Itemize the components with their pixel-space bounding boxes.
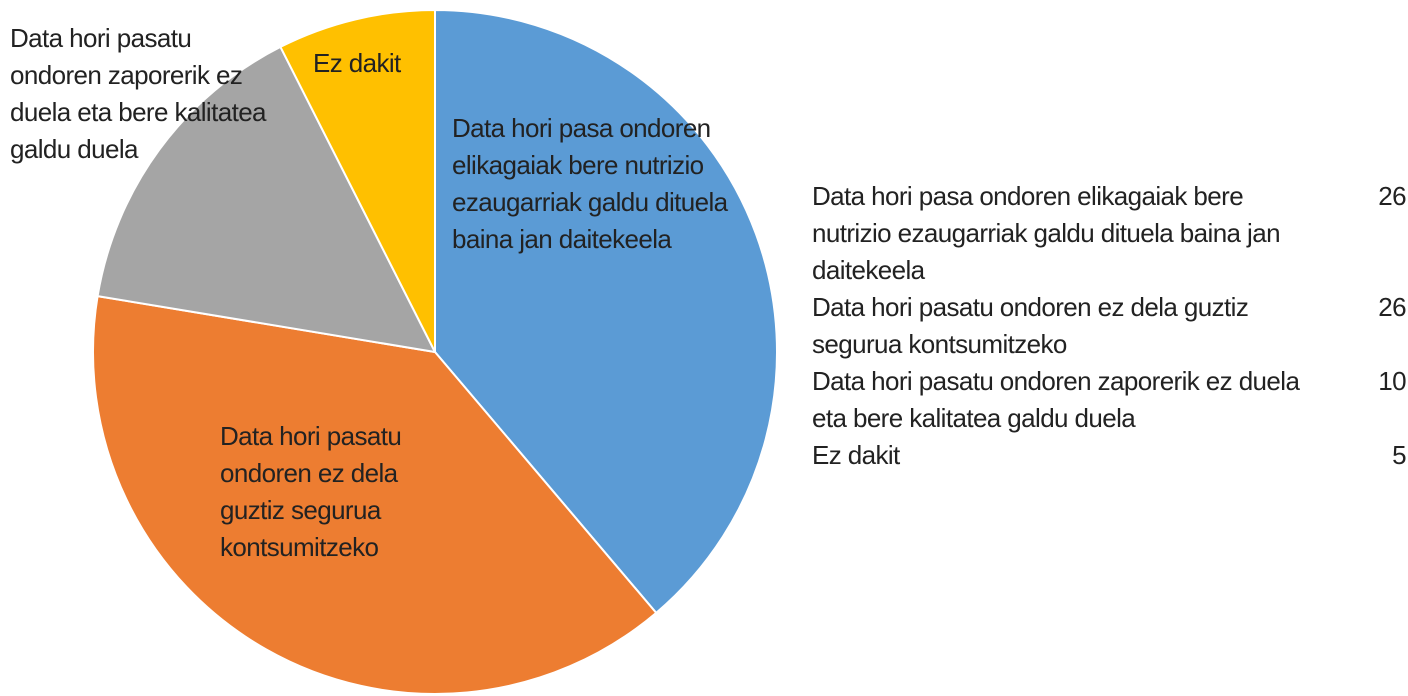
slice-label: Data hori pasatu ondoren zaporerik ez du… [10,23,267,164]
legend-value: 5 [1392,440,1406,470]
legend-value: 10 [1378,366,1406,396]
pie-slice [434,8,778,615]
legend-text: Data hori pasa ondoren elikagaiak bere n… [812,181,1281,285]
pie-slice [96,45,437,354]
legend-text: Data hori pasatu ondoren zaporerik ez du… [812,366,1300,433]
legend-row: Data hori pasatu ondoren zaporerik ez du… [812,363,1407,437]
slice-label: Data hori pasatu ondoren ez dela guztiz … [220,421,402,562]
slice-label: Data hori pasa ondoren elikagaiak bere n… [452,113,728,254]
legend-text: Data hori pasatu ondoren ez dela guztiz … [812,292,1249,359]
legend-text: Ez dakit [812,440,900,470]
pie-slice [92,294,658,695]
legend-row: Ez dakit 5 [812,437,1407,474]
legend-value: 26 [1378,292,1406,322]
pie-slice [279,8,436,353]
legend-table: Data hori pasa ondoren elikagaiak bere n… [812,178,1407,474]
slice-label: Ez dakit [313,48,401,78]
legend-value: 26 [1378,181,1406,211]
legend-row: Data hori pasatu ondoren ez dela guztiz … [812,289,1407,363]
legend-row: Data hori pasa ondoren elikagaiak bere n… [812,178,1407,289]
